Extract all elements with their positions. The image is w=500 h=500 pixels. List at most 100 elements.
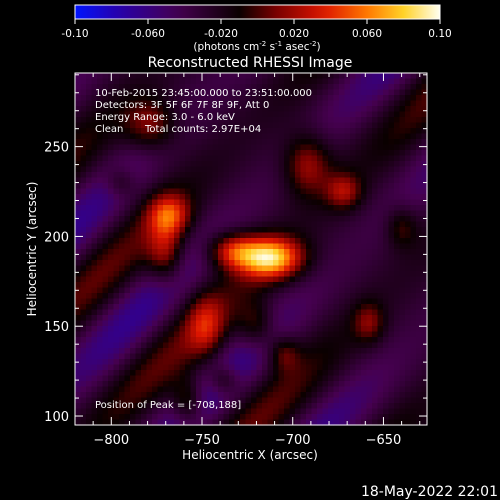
heatmap-cell [168, 331, 175, 338]
heatmap-cell [152, 298, 159, 305]
heatmap-cell [97, 210, 104, 217]
heatmap-cell [333, 304, 340, 311]
heatmap-cell [267, 139, 274, 146]
heatmap-cell [168, 265, 175, 272]
heatmap-cell [350, 172, 357, 179]
heatmap-cell [130, 210, 137, 217]
heatmap-cell [234, 282, 241, 289]
heatmap-cell [333, 100, 340, 107]
heatmap-cell [141, 122, 148, 129]
heatmap-cell [405, 188, 412, 195]
heatmap-cell [399, 139, 406, 146]
heatmap-cell [108, 150, 115, 157]
heatmap-cell [113, 150, 120, 157]
heatmap-cell [421, 73, 428, 80]
heatmap-cell [240, 408, 247, 415]
heatmap-cell [234, 348, 241, 355]
heatmap-cell [141, 386, 148, 393]
heatmap-cell [383, 309, 390, 316]
heatmap-cell [377, 139, 384, 146]
heatmap-cell [416, 150, 423, 157]
heatmap-cell [344, 298, 351, 305]
heatmap-cell [229, 139, 236, 146]
heatmap-cell [108, 205, 115, 212]
heatmap-cell [300, 73, 307, 80]
heatmap-cell [383, 238, 390, 245]
heatmap-cell [201, 177, 208, 184]
heatmap-cell [97, 375, 104, 382]
heatmap-cell [394, 106, 401, 113]
heatmap-cell [113, 282, 120, 289]
heatmap-cell [223, 144, 230, 151]
heatmap-cell [311, 106, 318, 113]
heatmap-cell [289, 370, 296, 377]
heatmap-cell [339, 403, 346, 410]
heatmap-cell [300, 139, 307, 146]
heatmap-cell [394, 155, 401, 162]
heatmap-cell [218, 117, 225, 124]
heatmap-cell [416, 199, 423, 206]
heatmap-cell [130, 276, 137, 283]
heatmap-cell [284, 73, 291, 80]
heatmap-cell [119, 282, 126, 289]
heatmap-cell [108, 309, 115, 316]
heatmap-cell [174, 238, 181, 245]
heatmap-cell [124, 216, 131, 223]
heatmap-cell [322, 276, 329, 283]
heatmap-cell [405, 331, 412, 338]
heatmap-cell [190, 249, 197, 256]
heatmap-cell [267, 155, 274, 162]
heatmap-cell [245, 293, 252, 300]
heatmap-cell [80, 375, 87, 382]
heatmap-cell [350, 183, 357, 190]
heatmap-cell [333, 150, 340, 157]
heatmap-cell [410, 172, 417, 179]
heatmap-cell [339, 320, 346, 327]
heatmap-cell [311, 216, 318, 223]
heatmap-cell [361, 304, 368, 311]
heatmap-cell [355, 177, 362, 184]
heatmap-cell [394, 183, 401, 190]
heatmap-cell [350, 331, 357, 338]
heatmap-cell [80, 304, 87, 311]
heatmap-cell [207, 205, 214, 212]
heatmap-cell [333, 419, 340, 426]
heatmap-cell [91, 337, 98, 344]
heatmap-cell [113, 221, 120, 228]
heatmap-cell [75, 199, 82, 206]
heatmap-cell [190, 161, 197, 168]
heatmap-cell [157, 359, 164, 366]
heatmap-cell [317, 386, 324, 393]
heatmap-cell [157, 177, 164, 184]
heatmap-cell [372, 238, 379, 245]
heatmap-cell [361, 282, 368, 289]
heatmap-cell [295, 73, 302, 80]
heatmap-cell [113, 375, 120, 382]
heatmap-cell [300, 271, 307, 278]
heatmap-cell [251, 243, 258, 250]
heatmap-cell [97, 89, 104, 96]
heatmap-cell [119, 73, 126, 80]
heatmap-cell [124, 414, 131, 421]
heatmap-cell [102, 78, 109, 85]
heatmap-cell [102, 210, 109, 217]
heatmap-cell [289, 282, 296, 289]
heatmap-cell [350, 177, 357, 184]
heatmap-cell [394, 348, 401, 355]
heatmap-cell [394, 199, 401, 206]
heatmap-cell [416, 331, 423, 338]
heatmap-cell [207, 216, 214, 223]
heatmap-cell [333, 359, 340, 366]
heatmap-cell [141, 216, 148, 223]
heatmap-cell [377, 359, 384, 366]
heatmap-cell [146, 139, 153, 146]
heatmap-cell [212, 199, 219, 206]
heatmap-cell [212, 161, 219, 168]
heatmap-cell [97, 370, 104, 377]
heatmap-cell [141, 210, 148, 217]
heatmap-cell [207, 271, 214, 278]
heatmap-cell [168, 392, 175, 399]
heatmap-cell [278, 254, 285, 261]
heatmap-cell [190, 183, 197, 190]
